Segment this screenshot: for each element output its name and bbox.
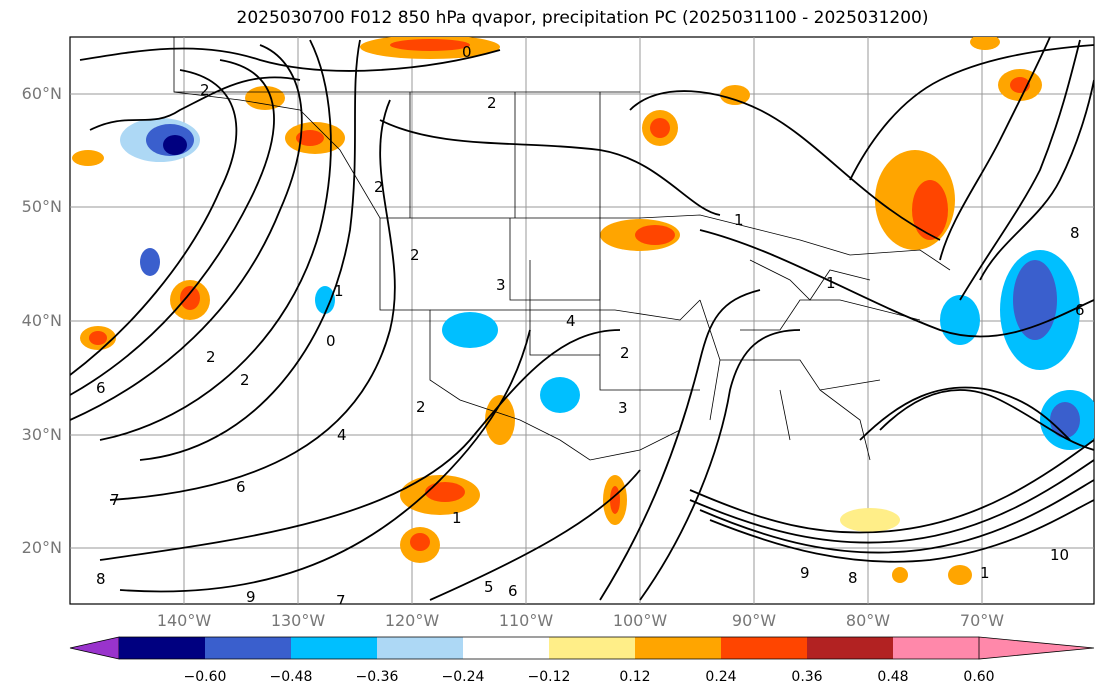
political-borders [173, 37, 951, 461]
contour-label: 0 [326, 332, 336, 350]
colorbar-swatch [549, 637, 635, 659]
contour-label: 10 [1050, 546, 1069, 564]
contour-label: 8 [1070, 224, 1080, 242]
colorbar: −0.60 −0.48 −0.36 −0.24 −0.12 0.12 0.24 … [69, 636, 1095, 685]
colorbar-tick: 0.12 [619, 669, 650, 685]
contour-label: 8 [96, 570, 106, 588]
lat-label-40n: 40°N [22, 311, 62, 330]
contour-label: 2 [410, 246, 420, 264]
lon-label-130w: 130°W [271, 611, 326, 630]
contour-label: 6 [236, 478, 246, 496]
contour-label: 2 [416, 398, 426, 416]
contour-label: 2 [200, 81, 210, 99]
colorbar-tick: −0.60 [184, 669, 227, 685]
contour-label: 2 [240, 371, 250, 389]
contour-label: 8 [848, 569, 858, 587]
colorbar-tick: −0.48 [270, 669, 313, 685]
colorbar-tick: −0.24 [442, 669, 485, 685]
contour-label: 6 [96, 379, 106, 397]
colorbar-tick: 0.24 [705, 669, 736, 685]
contour-label: 1 [734, 211, 744, 229]
latitude-labels: 60°N 50°N 40°N 30°N 20°N [22, 84, 62, 557]
contour-label: 9 [800, 564, 810, 582]
colorbar-swatch [69, 636, 120, 660]
contour-label: 3 [618, 399, 628, 417]
contour-label: 9 [246, 588, 256, 606]
contour-label: 2 [374, 178, 384, 196]
colorbar-swatch [807, 637, 893, 659]
precip-shading [72, 37, 1094, 585]
contour-label: 6 [1075, 301, 1085, 319]
lat-label-20n: 20°N [22, 538, 62, 557]
contour-label: 2 [206, 348, 216, 366]
contour-label: 3 [496, 276, 506, 294]
colorbar-swatch [463, 637, 549, 659]
contour-label: 6 [508, 582, 518, 600]
lon-label-80w: 80°W [846, 611, 890, 630]
contour-label: 1 [826, 274, 836, 292]
contour-label: 0 [462, 43, 472, 61]
lon-label-120w: 120°W [385, 611, 440, 630]
colorbar-tick: −0.36 [356, 669, 399, 685]
lon-label-90w: 90°W [732, 611, 776, 630]
lon-label-70w: 70°W [960, 611, 1004, 630]
colorbar-swatch [291, 637, 377, 659]
map-title: 2025030700 F012 850 hPa qvapor, precipit… [236, 8, 929, 28]
colorbar-tick: 0.36 [791, 669, 822, 685]
contour-label: 7 [336, 592, 346, 610]
colorbar-swatch [205, 637, 291, 659]
contour-label: 1 [980, 564, 990, 582]
contour-label: 2 [487, 94, 497, 112]
colorbar-tick: 0.60 [963, 669, 994, 685]
colorbar-swatch [377, 637, 463, 659]
colorbar-swatch [119, 637, 205, 659]
lat-label-50n: 50°N [22, 197, 62, 216]
lon-label-140w: 140°W [157, 611, 212, 630]
lat-label-30n: 30°N [22, 425, 62, 444]
contour-label: 5 [484, 578, 494, 596]
contour-label: 1 [452, 509, 462, 527]
colorbar-swatch [978, 636, 1095, 660]
colorbar-swatch [635, 637, 721, 659]
map-area: 0 2 2 1 2 1 2 3 4 2 2 1 0 4 2 6 6 7 8 9 … [70, 37, 1094, 610]
lon-label-100w: 100°W [613, 611, 668, 630]
contour-label: 2 [620, 344, 630, 362]
qvapor-contours [70, 37, 1094, 601]
colorbar-tick: −0.12 [528, 669, 571, 685]
contour-label: 4 [337, 426, 347, 444]
lat-label-60n: 60°N [22, 84, 62, 103]
colorbar-swatch [893, 637, 979, 659]
lon-label-110w: 110°W [499, 611, 554, 630]
contour-labels: 0 2 2 1 2 1 2 3 4 2 2 1 0 4 2 6 6 7 8 9 … [96, 43, 1085, 610]
colorbar-tick: 0.48 [877, 669, 908, 685]
contour-label: 4 [566, 312, 576, 330]
longitude-labels: 140°W 130°W 120°W 110°W 100°W 90°W 80°W … [157, 611, 1004, 630]
colorbar-swatch [721, 637, 807, 659]
contour-label: 7 [110, 491, 120, 509]
contour-label: 1 [334, 282, 344, 300]
